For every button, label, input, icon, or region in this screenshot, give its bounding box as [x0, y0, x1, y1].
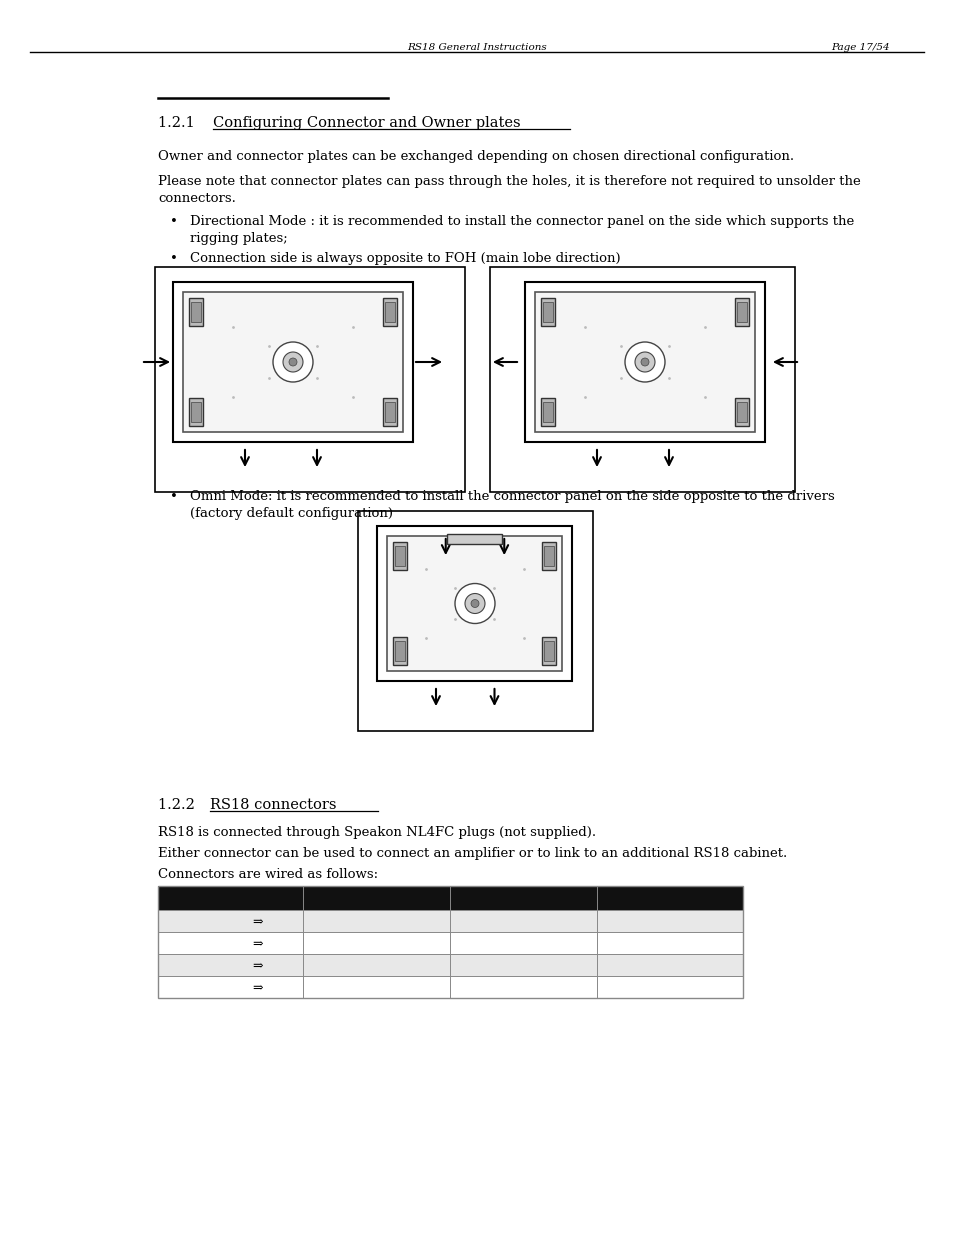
Bar — [158, 885, 742, 998]
Text: ⇒: ⇒ — [253, 937, 263, 951]
Bar — [393, 637, 407, 664]
Text: RS18 General Instructions: RS18 General Instructions — [407, 42, 546, 52]
Bar — [154, 267, 464, 492]
Bar — [191, 403, 201, 422]
Circle shape — [273, 342, 313, 382]
Text: Omni Mode: it is recommended to install the connector panel on the side opposite: Omni Mode: it is recommended to install … — [190, 490, 834, 503]
Text: Owner and connector plates can be exchanged depending on chosen directional conf: Owner and connector plates can be exchan… — [158, 149, 793, 163]
Text: RS18 connectors: RS18 connectors — [210, 798, 336, 811]
Bar — [158, 953, 742, 976]
Bar — [189, 298, 203, 326]
Circle shape — [464, 594, 484, 614]
Bar — [542, 542, 556, 571]
Text: Page 17/54: Page 17/54 — [830, 42, 888, 52]
Circle shape — [624, 342, 664, 382]
Text: 1.2.2: 1.2.2 — [158, 798, 209, 811]
Text: ⇒: ⇒ — [253, 915, 263, 929]
Bar — [734, 298, 748, 326]
Bar — [395, 546, 405, 566]
Bar — [377, 526, 572, 680]
Bar — [158, 885, 742, 910]
Bar — [393, 542, 407, 571]
Bar — [158, 932, 742, 953]
Bar — [158, 910, 742, 932]
Text: Please note that connector plates can pass through the holes, it is therefore no: Please note that connector plates can pa… — [158, 175, 860, 188]
Text: •: • — [170, 490, 177, 503]
Circle shape — [289, 358, 296, 366]
Bar — [542, 637, 556, 664]
Bar — [382, 298, 396, 326]
Text: RS18 is connected through Speakon NL4FC plugs (not supplied).: RS18 is connected through Speakon NL4FC … — [158, 826, 596, 839]
Bar — [524, 282, 764, 442]
Text: •: • — [170, 215, 177, 228]
Circle shape — [283, 352, 303, 372]
Text: Connection side is always opposite to FOH (main lobe direction): Connection side is always opposite to FO… — [190, 252, 620, 266]
Bar — [385, 403, 395, 422]
Bar — [385, 303, 395, 322]
Circle shape — [455, 583, 495, 624]
Text: ⇒: ⇒ — [253, 960, 263, 972]
Bar — [172, 282, 413, 442]
Text: •: • — [170, 252, 177, 266]
Bar — [357, 511, 593, 731]
Bar — [387, 536, 562, 671]
Bar — [191, 303, 201, 322]
Text: (factory default configuration): (factory default configuration) — [190, 508, 393, 520]
Text: ⇒: ⇒ — [253, 982, 263, 994]
Bar — [737, 303, 746, 322]
Circle shape — [640, 358, 648, 366]
Text: Configuring Connector and Owner plates: Configuring Connector and Owner plates — [213, 116, 520, 130]
Circle shape — [635, 352, 655, 372]
Circle shape — [471, 599, 478, 608]
Bar — [542, 303, 553, 322]
Text: rigging plates;: rigging plates; — [190, 232, 288, 245]
Bar — [544, 641, 554, 661]
Bar — [395, 641, 405, 661]
Bar — [183, 291, 402, 432]
Bar — [189, 398, 203, 426]
Text: 1.2.1: 1.2.1 — [158, 116, 209, 130]
Bar — [737, 403, 746, 422]
Bar — [544, 546, 554, 566]
Text: Connectors are wired as follows:: Connectors are wired as follows: — [158, 868, 377, 881]
Text: Either connector can be used to connect an amplifier or to link to an additional: Either connector can be used to connect … — [158, 847, 786, 860]
Bar — [542, 403, 553, 422]
Text: connectors.: connectors. — [158, 191, 235, 205]
Bar — [540, 298, 555, 326]
Bar — [535, 291, 754, 432]
Bar — [382, 398, 396, 426]
Bar — [158, 976, 742, 998]
Text: Directional Mode : it is recommended to install the connector panel on the side : Directional Mode : it is recommended to … — [190, 215, 853, 228]
Bar — [540, 398, 555, 426]
Bar — [490, 267, 794, 492]
Bar — [734, 398, 748, 426]
Bar — [447, 534, 502, 543]
